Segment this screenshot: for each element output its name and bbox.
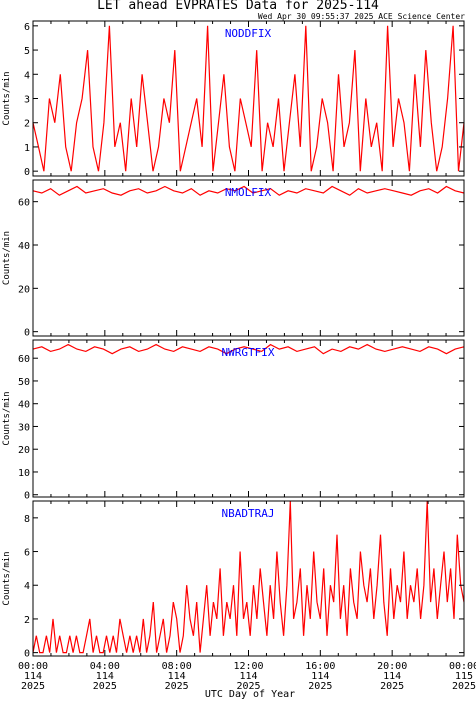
x-tick-label-doy: 114 (239, 671, 257, 682)
y-tick-label: 6 (24, 22, 30, 33)
x-tick-label-year: 2025 (236, 681, 260, 692)
x-tick-label-doy: 114 (311, 671, 329, 682)
x-tick-label-time: 08:00 (162, 661, 192, 672)
y-tick-label: 60 (18, 198, 30, 209)
y-tick-label: 4 (24, 581, 30, 592)
series-line-nmolfix (32, 185, 465, 196)
panel-noddfix: 0 1 2 3 4 5 6 Counts/min NODDFIX (2, 20, 465, 178)
panel-frame (32, 20, 465, 177)
chart-title: LET ahead EVPRATES Data for 2025-114 (97, 0, 379, 13)
y-axis-title: Counts/min (2, 391, 12, 445)
panel-label: NMOLFIX (225, 186, 272, 199)
x-tick-label-year: 2025 (308, 681, 332, 692)
y-tick-label: 20 (18, 284, 30, 295)
y-tick-label: 20 (18, 445, 30, 456)
x-tick-label-year: 2025 (21, 681, 45, 692)
panel-nbadtraj: 0 2 4 6 8 Counts/min NBADTRAJ (2, 500, 465, 660)
x-tick-label-doy: 115 (455, 671, 473, 682)
panel-frame (32, 500, 465, 657)
x-tick-label-time: 00:00 (449, 661, 476, 672)
y-axis-title: Counts/min (2, 551, 12, 605)
y-axis-title: Counts/min (2, 231, 12, 285)
y-tick-label: 40 (18, 241, 30, 252)
y-tick-label: 5 (24, 46, 30, 57)
panel-label: NODDFIX (225, 27, 272, 40)
y-tick-label: 40 (18, 400, 30, 411)
x-tick-label-year: 2025 (452, 681, 476, 692)
y-tick-label: 0 (24, 491, 30, 502)
y-tick-label: 2 (24, 615, 30, 626)
x-tick-label-doy: 114 (24, 671, 42, 682)
panel-label: NWRGTFIX (222, 346, 275, 359)
panel-frame (32, 339, 465, 498)
x-tick-label-time: 16:00 (305, 661, 335, 672)
y-tick-label: 0 (24, 328, 30, 339)
x-tick-label-time: 04:00 (90, 661, 120, 672)
y-tick-label: 2 (24, 119, 30, 130)
y-axis-title: Counts/min (2, 71, 12, 125)
panel-frame (32, 179, 465, 337)
panel-label: NBADTRAJ (222, 507, 275, 520)
panels-group: 0123456Counts/minNODDFIX0204060Counts/mi… (2, 20, 465, 660)
x-tick-label-time: 00:00 (18, 661, 48, 672)
series-line-nbadtraj (32, 500, 465, 654)
x-tick-label-doy: 114 (383, 671, 401, 682)
y-tick-label: 3 (24, 95, 30, 106)
y-tick-label: 1 (24, 143, 30, 154)
x-tick-label-year: 2025 (380, 681, 404, 692)
x-tick-label-doy: 114 (96, 671, 114, 682)
y-tick-label: 30 (18, 422, 30, 433)
y-tick-label: 4 (24, 70, 30, 81)
x-axis-title: UTC Day of Year (205, 689, 295, 700)
x-axis-labels: 00:00114202504:00114202508:00114202512:0… (18, 661, 476, 692)
y-tick-label: 60 (18, 354, 30, 365)
x-tick-label-doy: 114 (168, 671, 186, 682)
series-line-noddfix (32, 25, 465, 172)
timestamp-label: Wed Apr 30 09:55:37 2025 ACE Science Cen… (258, 12, 465, 21)
y-tick-label: 50 (18, 377, 30, 388)
x-tick-label-year: 2025 (93, 681, 117, 692)
y-tick-label: 10 (18, 468, 30, 479)
y-tick-label: 0 (24, 649, 30, 660)
panel-nwrgtfix: 0 10 20 30 40 50 60 Counts/min NWRGTFIX (2, 339, 465, 502)
y-tick-label: 6 (24, 548, 30, 559)
panel-nmolfix: 0 20 40 60 Counts/min NMOLFIX (2, 179, 465, 339)
y-tick-label: 0 (24, 167, 30, 178)
series-line-nwrgtfix (32, 343, 465, 355)
y-tick-label: 8 (24, 514, 30, 525)
x-tick-label-year: 2025 (165, 681, 189, 692)
x-tick-label-time: 12:00 (233, 661, 263, 672)
x-tick-label-time: 20:00 (377, 661, 407, 672)
